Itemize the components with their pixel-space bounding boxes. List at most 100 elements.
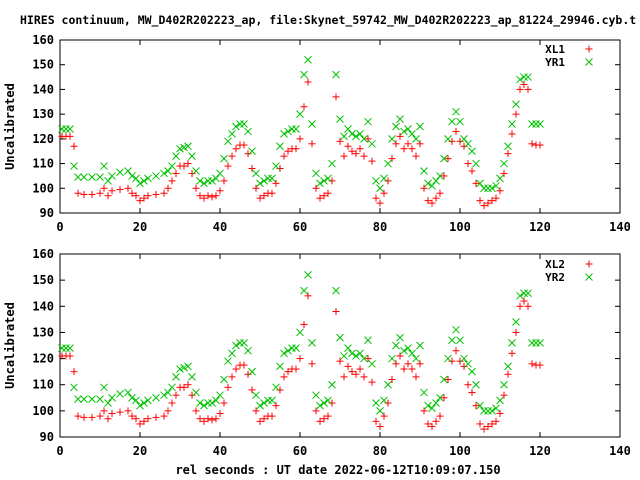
data-point bbox=[304, 55, 312, 64]
data-point bbox=[252, 391, 260, 400]
data-point bbox=[80, 395, 88, 403]
data-point bbox=[200, 401, 208, 410]
data-point bbox=[244, 370, 252, 378]
data-point bbox=[516, 291, 524, 300]
data-point bbox=[508, 120, 516, 128]
data-point bbox=[468, 389, 476, 397]
legend-label: XL2 bbox=[545, 258, 565, 271]
data-point bbox=[308, 120, 316, 128]
data-point bbox=[208, 177, 216, 185]
data-point bbox=[108, 172, 116, 180]
data-point bbox=[536, 141, 544, 149]
data-point bbox=[492, 417, 500, 425]
data-point bbox=[228, 152, 236, 160]
data-point bbox=[448, 137, 456, 145]
data-point bbox=[216, 169, 224, 178]
data-point bbox=[124, 388, 132, 397]
data-point bbox=[188, 391, 196, 399]
data-point bbox=[70, 142, 78, 150]
data-point bbox=[324, 174, 332, 183]
data-point bbox=[408, 365, 416, 373]
data-point bbox=[240, 120, 248, 128]
data-point bbox=[260, 192, 268, 200]
data-point bbox=[428, 199, 436, 207]
data-point bbox=[66, 125, 74, 133]
data-point bbox=[256, 417, 264, 425]
data-point bbox=[344, 142, 352, 150]
data-point bbox=[436, 189, 444, 197]
data-point bbox=[200, 417, 208, 425]
data-point bbox=[440, 154, 448, 163]
data-point bbox=[360, 135, 368, 143]
x-tick-label: 40 bbox=[213, 444, 227, 458]
data-point bbox=[132, 415, 140, 423]
data-point bbox=[444, 375, 452, 383]
data-point bbox=[528, 120, 536, 128]
x-tick-label: 60 bbox=[293, 220, 307, 234]
data-point bbox=[292, 125, 300, 133]
data-point bbox=[204, 192, 212, 200]
data-point bbox=[216, 409, 224, 417]
data-point bbox=[268, 396, 276, 405]
data-point bbox=[80, 173, 88, 182]
data-point bbox=[332, 308, 340, 316]
data-point bbox=[276, 142, 284, 151]
data-point bbox=[444, 354, 452, 363]
data-point bbox=[520, 297, 528, 305]
data-point bbox=[488, 420, 496, 428]
data-point bbox=[400, 346, 408, 355]
bottom-panel: 90 100 110 120 130 140 150 160 0 20 40 60 80 100 120 14… bbox=[3, 247, 631, 458]
data-point bbox=[136, 401, 144, 410]
data-point bbox=[88, 173, 96, 182]
x-tick-label: 80 bbox=[373, 444, 387, 458]
data-point bbox=[220, 399, 228, 407]
data-point bbox=[124, 407, 132, 415]
data-point bbox=[452, 127, 460, 135]
data-point bbox=[324, 189, 332, 197]
data-point bbox=[256, 194, 264, 202]
data-point bbox=[212, 174, 220, 183]
data-point bbox=[128, 172, 136, 180]
y-tick-label: 140 bbox=[32, 299, 54, 313]
x-tick-label: 20 bbox=[133, 220, 147, 234]
data-point bbox=[188, 152, 196, 161]
data-point bbox=[272, 162, 280, 170]
legend-label: XL1 bbox=[545, 43, 565, 56]
data-point bbox=[380, 396, 388, 405]
data-point bbox=[440, 172, 448, 180]
series-YR1 bbox=[58, 55, 544, 193]
data-point bbox=[244, 150, 252, 158]
data-point bbox=[276, 362, 284, 371]
data-point bbox=[70, 368, 78, 376]
data-point bbox=[452, 347, 460, 355]
data-point bbox=[256, 401, 264, 410]
data-point bbox=[472, 179, 480, 187]
data-point bbox=[296, 328, 304, 337]
y-tick-label: 150 bbox=[32, 58, 54, 72]
data-point bbox=[192, 388, 200, 397]
data-point bbox=[216, 187, 224, 195]
data-point bbox=[124, 167, 132, 175]
data-point bbox=[340, 132, 348, 141]
data-point bbox=[332, 70, 340, 79]
data-point bbox=[428, 404, 436, 413]
data-point bbox=[116, 186, 124, 194]
data-point bbox=[348, 349, 356, 358]
y-tick-label: 130 bbox=[32, 107, 54, 121]
data-point bbox=[144, 192, 152, 200]
data-point bbox=[404, 360, 412, 368]
data-point bbox=[496, 187, 504, 195]
data-point bbox=[300, 286, 308, 295]
data-point bbox=[184, 362, 192, 371]
data-point bbox=[104, 192, 112, 200]
data-point bbox=[168, 383, 176, 392]
data-point bbox=[532, 120, 540, 128]
data-point bbox=[360, 354, 368, 363]
data-point bbox=[248, 147, 256, 156]
data-point bbox=[292, 344, 300, 352]
data-point bbox=[436, 412, 444, 420]
data-point bbox=[364, 336, 372, 345]
data-point bbox=[232, 365, 240, 373]
x-tick-label: 100 bbox=[449, 444, 471, 458]
data-point bbox=[100, 184, 108, 192]
